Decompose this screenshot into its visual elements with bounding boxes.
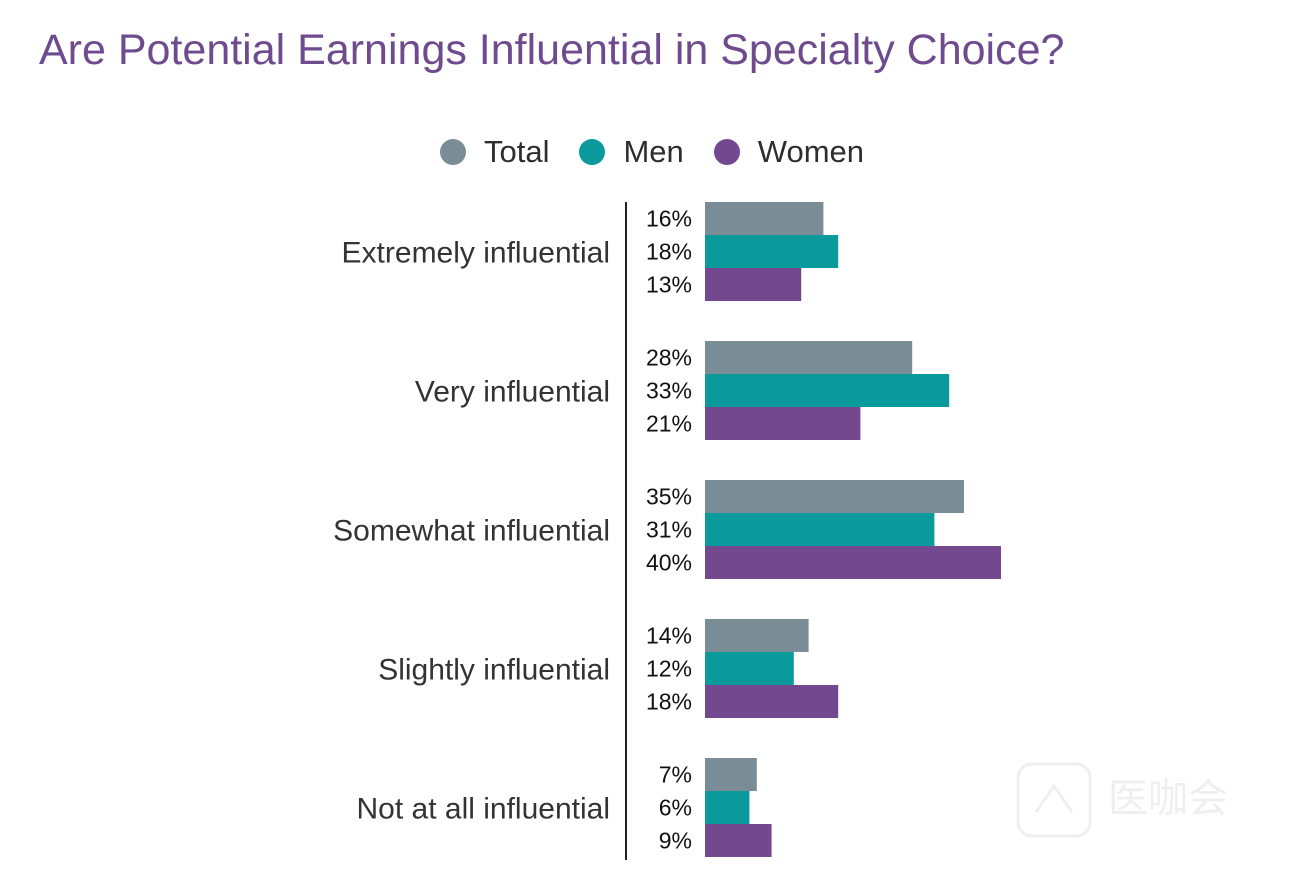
- data-label-women: 21%: [646, 411, 692, 437]
- watermark-text: 医咖会: [1108, 776, 1228, 822]
- bar-women: [705, 268, 802, 301]
- legend-label-total: Total: [484, 134, 550, 169]
- data-label-men: 18%: [646, 239, 692, 265]
- watermark-logo: 医咖会: [1016, 762, 1228, 838]
- data-label-women: 13%: [646, 272, 692, 298]
- data-label-men: 33%: [646, 378, 692, 404]
- category-label: Extremely influential: [342, 237, 610, 270]
- data-label-total: 35%: [646, 484, 692, 510]
- bar-total: [705, 758, 757, 791]
- bar-total: [705, 341, 913, 374]
- category-label: Somewhat influential: [333, 515, 610, 548]
- category-label: Not at all influential: [357, 793, 610, 826]
- bar-men: [705, 235, 839, 268]
- legend-item-men: Men: [579, 134, 684, 170]
- data-label-men: 12%: [646, 656, 692, 682]
- bar-women: [705, 546, 1001, 579]
- data-label-women: 40%: [646, 550, 692, 576]
- legend: Total Men Women: [440, 132, 894, 172]
- bar-women: [705, 824, 772, 857]
- bar-total: [705, 202, 824, 235]
- legend-item-total: Total: [440, 134, 549, 170]
- bar-men: [705, 791, 750, 824]
- data-label-total: 14%: [646, 623, 692, 649]
- legend-swatch-women: [713, 139, 740, 165]
- bar-total: [705, 619, 809, 652]
- data-label-total: 7%: [659, 762, 692, 788]
- bar-total: [705, 480, 964, 513]
- data-label-total: 28%: [646, 345, 692, 371]
- bar-men: [705, 374, 950, 407]
- category-label: Very influential: [415, 376, 610, 409]
- data-label-total: 16%: [646, 206, 692, 232]
- bar-men: [705, 652, 794, 685]
- legend-label-men: Men: [623, 134, 684, 169]
- bar-men: [705, 513, 935, 546]
- bar-women: [705, 407, 861, 440]
- chart-title: Are Potential Earnings Influential in Sp…: [39, 26, 1065, 74]
- legend-label-women: Women: [757, 134, 865, 169]
- data-label-men: 6%: [659, 795, 692, 821]
- data-label-women: 9%: [659, 828, 692, 854]
- data-label-men: 31%: [646, 517, 692, 543]
- bar-women: [705, 685, 839, 718]
- data-label-women: 18%: [646, 689, 692, 715]
- legend-swatch-men: [579, 139, 606, 165]
- category-label: Slightly influential: [378, 654, 610, 687]
- legend-item-women: Women: [713, 134, 865, 170]
- legend-swatch-total: [440, 139, 466, 165]
